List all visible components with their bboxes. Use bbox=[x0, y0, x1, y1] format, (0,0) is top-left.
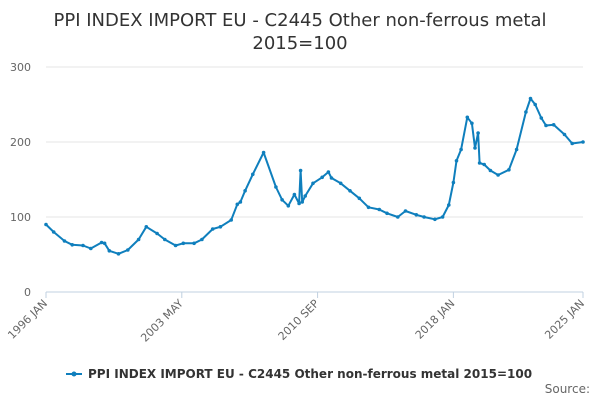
data-point[interactable] bbox=[107, 249, 112, 253]
data-point[interactable] bbox=[488, 168, 493, 173]
data-point[interactable] bbox=[539, 116, 544, 120]
data-point[interactable] bbox=[102, 241, 107, 246]
data-point[interactable] bbox=[163, 237, 167, 242]
data-point[interactable] bbox=[544, 123, 548, 128]
data-point[interactable] bbox=[422, 215, 426, 219]
data-point[interactable] bbox=[570, 141, 574, 146]
data-point[interactable] bbox=[507, 168, 511, 172]
data-point[interactable] bbox=[454, 159, 459, 163]
data-point[interactable] bbox=[126, 248, 130, 252]
x-tick-label: 2025 JAN bbox=[542, 297, 587, 342]
data-point[interactable] bbox=[261, 150, 266, 155]
data-point[interactable] bbox=[229, 218, 233, 222]
data-point[interactable] bbox=[200, 237, 204, 242]
data-point[interactable] bbox=[348, 189, 352, 193]
data-point[interactable] bbox=[251, 172, 255, 177]
data-point[interactable] bbox=[303, 194, 308, 198]
data-point[interactable] bbox=[280, 198, 284, 202]
source-label: Source: bbox=[545, 382, 590, 396]
data-point[interactable] bbox=[181, 241, 186, 246]
data-point[interactable] bbox=[326, 170, 331, 174]
data-point[interactable] bbox=[311, 181, 315, 186]
data-point[interactable] bbox=[116, 252, 121, 256]
chart-title-line-2: 2015=100 bbox=[252, 33, 347, 54]
data-point[interactable] bbox=[286, 204, 291, 208]
x-tick-label: 1996 JAN bbox=[5, 297, 50, 342]
series-line bbox=[45, 97, 584, 255]
series-group bbox=[44, 96, 585, 256]
data-point[interactable] bbox=[482, 162, 487, 167]
data-point[interactable] bbox=[144, 225, 149, 229]
data-point[interactable] bbox=[298, 168, 303, 173]
x-tick-label: 2010 SEP bbox=[276, 297, 322, 343]
data-point[interactable] bbox=[385, 211, 389, 216]
data-point[interactable] bbox=[496, 173, 500, 177]
data-point[interactable] bbox=[192, 241, 196, 246]
x-axis-ticks: 1996 JAN 2003 MAY 2010 SEP 2018 JAN 2025 JAN bbox=[5, 292, 587, 345]
data-point[interactable] bbox=[377, 207, 382, 212]
legend[interactable]: PPI INDEX IMPORT EU - C2445 Other non-fe… bbox=[66, 367, 532, 381]
data-point[interactable] bbox=[338, 181, 343, 186]
data-point[interactable] bbox=[320, 175, 325, 180]
data-point[interactable] bbox=[581, 140, 585, 144]
data-point[interactable] bbox=[238, 200, 243, 204]
data-point[interactable] bbox=[297, 201, 301, 206]
data-point[interactable] bbox=[366, 205, 371, 210]
data-point[interactable] bbox=[470, 121, 474, 126]
data-point[interactable] bbox=[357, 196, 362, 201]
data-point[interactable] bbox=[89, 246, 93, 251]
data-point[interactable] bbox=[465, 115, 470, 120]
data-point[interactable] bbox=[329, 176, 334, 180]
data-point[interactable] bbox=[396, 215, 400, 219]
x-tick-label: 2018 JAN bbox=[413, 297, 458, 342]
y-tick-label: 300 bbox=[10, 61, 31, 74]
data-point[interactable] bbox=[218, 225, 223, 229]
data-point[interactable] bbox=[300, 200, 305, 204]
y-axis-ticks: 0 100 200 300 bbox=[10, 61, 31, 299]
data-point[interactable] bbox=[292, 192, 297, 197]
data-point[interactable] bbox=[44, 222, 48, 227]
data-point[interactable] bbox=[551, 123, 556, 127]
data-point[interactable] bbox=[528, 96, 533, 101]
data-point[interactable] bbox=[136, 237, 141, 242]
y-tick-label: 0 bbox=[24, 286, 31, 299]
data-point[interactable] bbox=[155, 231, 159, 236]
legend-series-marker bbox=[71, 371, 77, 377]
data-point[interactable] bbox=[403, 209, 408, 213]
data-point[interactable] bbox=[477, 161, 482, 165]
data-point[interactable] bbox=[524, 110, 528, 114]
x-tick-label: 2003 MAY bbox=[138, 297, 186, 345]
data-point[interactable] bbox=[440, 215, 445, 219]
data-point[interactable] bbox=[451, 180, 456, 185]
data-point[interactable] bbox=[533, 102, 537, 107]
data-point[interactable] bbox=[243, 189, 247, 193]
data-point[interactable] bbox=[414, 213, 419, 217]
data-point[interactable] bbox=[81, 243, 85, 248]
chart-title-line-1: PPI INDEX IMPORT EU - C2445 Other non-fe… bbox=[53, 10, 546, 31]
gridlines bbox=[46, 66, 583, 218]
data-point[interactable] bbox=[473, 146, 477, 150]
data-point[interactable] bbox=[274, 185, 278, 189]
data-point[interactable] bbox=[210, 227, 215, 231]
data-point[interactable] bbox=[447, 203, 451, 207]
y-tick-label: 100 bbox=[10, 211, 31, 224]
y-tick-label: 200 bbox=[10, 136, 31, 149]
data-point[interactable] bbox=[562, 132, 567, 137]
data-point[interactable] bbox=[173, 243, 178, 248]
data-point[interactable] bbox=[62, 239, 67, 243]
legend-series-label: PPI INDEX IMPORT EU - C2445 Other non-fe… bbox=[88, 367, 532, 381]
data-point[interactable] bbox=[70, 243, 74, 247]
data-point[interactable] bbox=[514, 147, 519, 152]
data-point[interactable] bbox=[459, 147, 463, 152]
data-point[interactable] bbox=[51, 230, 56, 234]
data-point[interactable] bbox=[433, 217, 437, 222]
data-point[interactable] bbox=[476, 131, 480, 135]
data-point[interactable] bbox=[99, 240, 104, 245]
data-point[interactable] bbox=[235, 202, 240, 207]
